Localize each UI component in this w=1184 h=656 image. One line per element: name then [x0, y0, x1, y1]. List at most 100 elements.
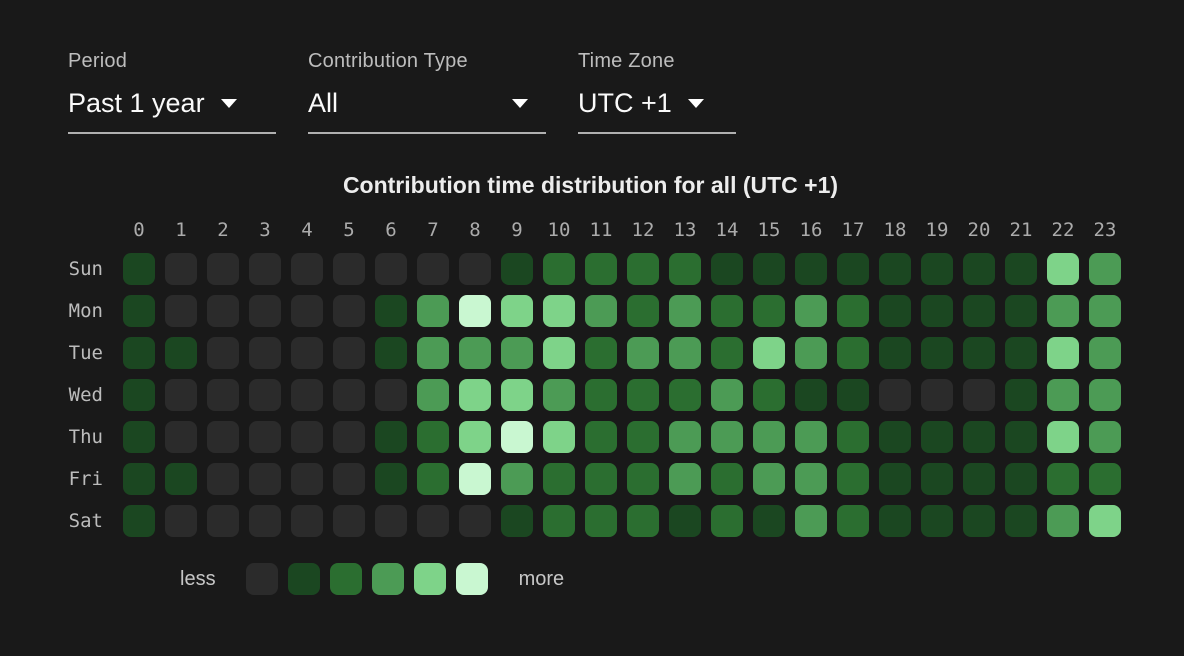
heatmap-cell-sat-17[interactable] [837, 505, 869, 537]
heatmap-cell-wed-9[interactable] [501, 379, 533, 411]
heatmap-cell-tue-7[interactable] [417, 337, 449, 369]
heatmap-cell-mon-11[interactable] [585, 295, 617, 327]
contribution-type-dropdown[interactable]: All [308, 88, 546, 134]
heatmap-cell-sat-20[interactable] [963, 505, 995, 537]
heatmap-cell-sun-11[interactable] [585, 253, 617, 285]
period-dropdown[interactable]: Past 1 year [68, 88, 276, 134]
heatmap-cell-sat-8[interactable] [459, 505, 491, 537]
heatmap-cell-thu-3[interactable] [249, 421, 281, 453]
heatmap-cell-fri-17[interactable] [837, 463, 869, 495]
heatmap-cell-fri-1[interactable] [165, 463, 197, 495]
heatmap-cell-fri-2[interactable] [207, 463, 239, 495]
heatmap-cell-tue-0[interactable] [123, 337, 155, 369]
heatmap-cell-fri-23[interactable] [1089, 463, 1121, 495]
heatmap-cell-sun-6[interactable] [375, 253, 407, 285]
heatmap-cell-fri-20[interactable] [963, 463, 995, 495]
heatmap-cell-wed-5[interactable] [333, 379, 365, 411]
heatmap-cell-sun-3[interactable] [249, 253, 281, 285]
heatmap-cell-sat-18[interactable] [879, 505, 911, 537]
heatmap-cell-fri-11[interactable] [585, 463, 617, 495]
heatmap-cell-fri-5[interactable] [333, 463, 365, 495]
heatmap-cell-sat-22[interactable] [1047, 505, 1079, 537]
heatmap-cell-sun-20[interactable] [963, 253, 995, 285]
heatmap-cell-wed-0[interactable] [123, 379, 155, 411]
heatmap-cell-tue-14[interactable] [711, 337, 743, 369]
heatmap-cell-thu-18[interactable] [879, 421, 911, 453]
heatmap-cell-thu-0[interactable] [123, 421, 155, 453]
heatmap-cell-fri-14[interactable] [711, 463, 743, 495]
heatmap-cell-sat-1[interactable] [165, 505, 197, 537]
heatmap-cell-fri-7[interactable] [417, 463, 449, 495]
heatmap-cell-sun-14[interactable] [711, 253, 743, 285]
heatmap-cell-wed-22[interactable] [1047, 379, 1079, 411]
heatmap-cell-thu-8[interactable] [459, 421, 491, 453]
heatmap-cell-sun-12[interactable] [627, 253, 659, 285]
heatmap-cell-sun-19[interactable] [921, 253, 953, 285]
heatmap-cell-mon-4[interactable] [291, 295, 323, 327]
heatmap-cell-wed-4[interactable] [291, 379, 323, 411]
heatmap-cell-wed-23[interactable] [1089, 379, 1121, 411]
heatmap-cell-mon-9[interactable] [501, 295, 533, 327]
heatmap-cell-thu-13[interactable] [669, 421, 701, 453]
heatmap-cell-sun-2[interactable] [207, 253, 239, 285]
heatmap-cell-thu-2[interactable] [207, 421, 239, 453]
heatmap-cell-tue-22[interactable] [1047, 337, 1079, 369]
heatmap-cell-wed-11[interactable] [585, 379, 617, 411]
heatmap-cell-tue-17[interactable] [837, 337, 869, 369]
heatmap-cell-sat-3[interactable] [249, 505, 281, 537]
heatmap-cell-tue-13[interactable] [669, 337, 701, 369]
heatmap-cell-sun-18[interactable] [879, 253, 911, 285]
heatmap-cell-sun-0[interactable] [123, 253, 155, 285]
heatmap-cell-wed-18[interactable] [879, 379, 911, 411]
heatmap-cell-tue-4[interactable] [291, 337, 323, 369]
heatmap-cell-thu-12[interactable] [627, 421, 659, 453]
heatmap-cell-sun-4[interactable] [291, 253, 323, 285]
heatmap-cell-thu-15[interactable] [753, 421, 785, 453]
heatmap-cell-mon-22[interactable] [1047, 295, 1079, 327]
heatmap-cell-mon-23[interactable] [1089, 295, 1121, 327]
heatmap-cell-wed-10[interactable] [543, 379, 575, 411]
heatmap-cell-tue-18[interactable] [879, 337, 911, 369]
heatmap-cell-tue-16[interactable] [795, 337, 827, 369]
heatmap-cell-mon-17[interactable] [837, 295, 869, 327]
heatmap-cell-wed-7[interactable] [417, 379, 449, 411]
heatmap-cell-thu-22[interactable] [1047, 421, 1079, 453]
heatmap-cell-fri-10[interactable] [543, 463, 575, 495]
heatmap-cell-tue-10[interactable] [543, 337, 575, 369]
heatmap-cell-fri-8[interactable] [459, 463, 491, 495]
heatmap-cell-mon-2[interactable] [207, 295, 239, 327]
heatmap-cell-tue-9[interactable] [501, 337, 533, 369]
heatmap-cell-thu-4[interactable] [291, 421, 323, 453]
heatmap-cell-mon-13[interactable] [669, 295, 701, 327]
heatmap-cell-wed-13[interactable] [669, 379, 701, 411]
heatmap-cell-mon-19[interactable] [921, 295, 953, 327]
heatmap-cell-sun-9[interactable] [501, 253, 533, 285]
heatmap-cell-mon-7[interactable] [417, 295, 449, 327]
heatmap-cell-wed-19[interactable] [921, 379, 953, 411]
heatmap-cell-mon-20[interactable] [963, 295, 995, 327]
heatmap-cell-sat-12[interactable] [627, 505, 659, 537]
heatmap-cell-sun-16[interactable] [795, 253, 827, 285]
heatmap-cell-sun-21[interactable] [1005, 253, 1037, 285]
heatmap-cell-sat-5[interactable] [333, 505, 365, 537]
heatmap-cell-thu-1[interactable] [165, 421, 197, 453]
heatmap-cell-tue-15[interactable] [753, 337, 785, 369]
heatmap-cell-sat-7[interactable] [417, 505, 449, 537]
heatmap-cell-wed-6[interactable] [375, 379, 407, 411]
heatmap-cell-tue-1[interactable] [165, 337, 197, 369]
heatmap-cell-sat-9[interactable] [501, 505, 533, 537]
heatmap-cell-thu-5[interactable] [333, 421, 365, 453]
heatmap-cell-sat-10[interactable] [543, 505, 575, 537]
heatmap-cell-wed-21[interactable] [1005, 379, 1037, 411]
heatmap-cell-mon-15[interactable] [753, 295, 785, 327]
heatmap-cell-tue-2[interactable] [207, 337, 239, 369]
heatmap-cell-fri-12[interactable] [627, 463, 659, 495]
heatmap-cell-thu-20[interactable] [963, 421, 995, 453]
heatmap-cell-tue-8[interactable] [459, 337, 491, 369]
heatmap-cell-thu-11[interactable] [585, 421, 617, 453]
heatmap-cell-sun-1[interactable] [165, 253, 197, 285]
heatmap-cell-mon-14[interactable] [711, 295, 743, 327]
heatmap-cell-wed-16[interactable] [795, 379, 827, 411]
heatmap-cell-fri-3[interactable] [249, 463, 281, 495]
heatmap-cell-tue-5[interactable] [333, 337, 365, 369]
